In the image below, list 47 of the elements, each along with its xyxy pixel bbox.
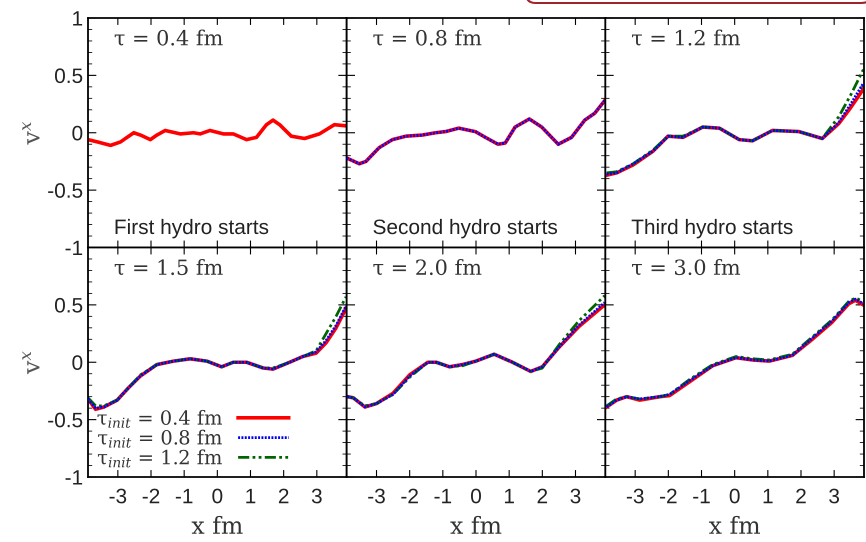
annotation: Third hydro starts bbox=[632, 218, 793, 238]
x-tick-label: 0 bbox=[212, 488, 222, 504]
x-axis-title: x fm bbox=[450, 516, 502, 534]
x-tick-label: 1 bbox=[764, 488, 773, 504]
x-tick-label: -2 bbox=[660, 488, 677, 504]
y-tick-label: 1 bbox=[73, 11, 82, 26]
x-tick-label: -3 bbox=[368, 488, 385, 504]
x-tick-label: 2 bbox=[796, 488, 806, 504]
x-tick-label: 2 bbox=[278, 488, 288, 504]
annotation: τ = 1.5 fm bbox=[114, 258, 223, 276]
y-axis-title: v$^{x}$ bbox=[22, 351, 40, 374]
y-tick-label: 0.5 bbox=[54, 68, 82, 84]
x-tick-label: 3 bbox=[570, 488, 580, 504]
annotation: τ = 0.4 fm bbox=[114, 29, 223, 46]
x-tick-label: 1 bbox=[246, 488, 256, 504]
x-tick-label: -2 bbox=[401, 488, 418, 504]
y-tick-label: 0 bbox=[72, 126, 82, 141]
x-tick-label: -2 bbox=[142, 488, 160, 504]
annotation: τ = 0.8 fm bbox=[373, 29, 482, 46]
x-tick-label: -1 bbox=[176, 488, 192, 504]
x-tick-label: -1 bbox=[693, 488, 710, 504]
y-axis-title: v$^{x}$ bbox=[22, 122, 40, 145]
x-tick-label: 2 bbox=[538, 488, 548, 504]
y-tick-label: -1 bbox=[66, 470, 82, 485]
y-tick-label: -0.5 bbox=[48, 183, 82, 198]
x-axis-title: x fm bbox=[708, 516, 760, 534]
x-axis-title: x fm bbox=[192, 516, 243, 534]
annotation: τ = 2.0 fm bbox=[373, 258, 482, 276]
y-tick-label: 0.5 bbox=[54, 298, 82, 313]
x-tick-label: 3 bbox=[829, 488, 840, 504]
annotation: First hydro starts bbox=[116, 218, 268, 238]
annotation: τ = 1.2 fm bbox=[632, 29, 740, 46]
y-tick-label: 0 bbox=[72, 355, 82, 370]
x-tick-label: -3 bbox=[626, 488, 644, 504]
annotation: Second hydro starts bbox=[373, 218, 558, 238]
annotation: τ = 3.0 fm bbox=[632, 258, 740, 276]
x-tick-label: -1 bbox=[434, 488, 452, 504]
x-tick-label: 3 bbox=[312, 488, 322, 504]
legend-label: τ$_{init}$ = 0.4 fm bbox=[98, 410, 222, 428]
y-tick-label: -1 bbox=[66, 240, 82, 256]
legend-label: τ$_{init}$ = 0.8 fm bbox=[98, 430, 222, 448]
x-tick-label: -3 bbox=[110, 488, 126, 504]
x-tick-label: 0 bbox=[730, 488, 740, 504]
x-tick-label: 0 bbox=[471, 488, 481, 504]
x-tick-label: 1 bbox=[504, 488, 514, 504]
y-tick-label: -0.5 bbox=[48, 412, 82, 428]
legend-label: τ$_{init}$ = 1.2 fm bbox=[98, 449, 222, 468]
